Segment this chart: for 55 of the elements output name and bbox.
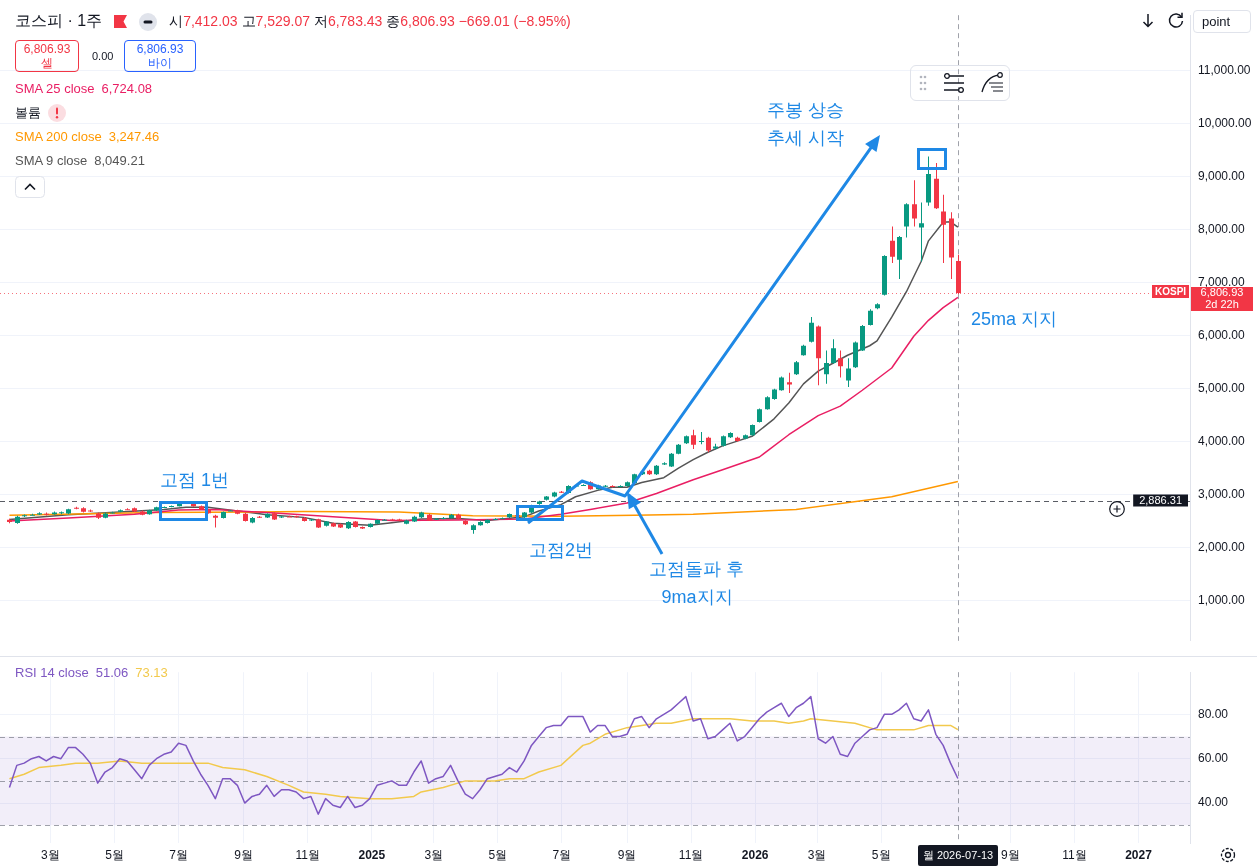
x-tick-label: 5월 xyxy=(105,847,124,862)
x-tick-label: 7월 xyxy=(169,847,188,862)
y-tick-label: 60.00 xyxy=(1198,751,1229,766)
y-tick-label: 9,000.00 xyxy=(1198,169,1246,184)
annotation: 볼륨 xyxy=(15,104,41,122)
y-tick-label: 1,000.00 xyxy=(1198,592,1246,607)
x-tick-label: 2026 xyxy=(741,847,769,862)
y-tick-label: 6,000.00 xyxy=(1198,327,1246,342)
text: SMA 9 close xyxy=(15,153,88,168)
x-tick-label: 3월 xyxy=(807,847,827,862)
x-tick-label: 3월 xyxy=(41,847,60,862)
y-tick-label: 8,000.00 xyxy=(1198,222,1246,237)
x-tick-label: 3월 xyxy=(424,847,444,862)
chart-title: 코스피 · 1주 xyxy=(15,11,103,31)
y-tick-label: 10,000.00 xyxy=(1198,116,1252,131)
x-tick-label: 5월 xyxy=(488,847,508,862)
y-tick-label: 80.00 xyxy=(1198,706,1229,721)
annotation: 6,724.08 xyxy=(101,81,153,96)
x-tick-label: 2025 xyxy=(358,847,386,862)
y-tick-label: 4,000.00 xyxy=(1198,433,1246,448)
annotation: KOSPI xyxy=(1152,285,1190,298)
text: SMA 25 close xyxy=(15,81,95,96)
x-tick-label: 7월 xyxy=(552,847,572,862)
annotation: 0.00 xyxy=(92,50,114,64)
annotation: 고점 1번 xyxy=(160,469,230,492)
text: 2d 22h xyxy=(1191,298,1253,311)
annotation: 6,806.93 바이 xyxy=(124,40,196,72)
annotation: 주봉 상승 추세 시작 xyxy=(767,99,845,150)
chart-subtitle: 시7,412.03 고7,529.07 저6,783.43 종6,806.93 −669.01 (−8.95%) xyxy=(169,12,571,29)
x-tick-label: 2027 xyxy=(1125,847,1153,862)
y-tick-label: 40.00 xyxy=(1198,795,1229,810)
x-tick-label: 9월 xyxy=(1001,847,1020,862)
text: point xyxy=(1193,10,1251,33)
annotation: 고점2번 xyxy=(529,539,594,562)
x-tick-label: 9월 xyxy=(617,847,637,862)
x-tick-label: 11월 xyxy=(678,847,704,862)
annotation: 6,806.93 셀 xyxy=(15,40,79,72)
x-tick-label: 11월 xyxy=(1062,847,1087,862)
y-tick-label: 11,000.00 xyxy=(1198,63,1251,78)
ref-line-label: 2,886.31 xyxy=(1139,494,1182,507)
annotation: 고점돌파 후 9ma지지 xyxy=(648,558,746,609)
text: 월 2026-07-13 xyxy=(918,845,998,866)
annotation: 8,049.21 xyxy=(94,153,145,168)
annotation: 3,247.46 xyxy=(108,129,160,144)
x-tick-label: 9월 xyxy=(234,847,254,862)
y-tick-label: 3,000.00 xyxy=(1198,486,1246,501)
text: SMA 200 close xyxy=(15,129,102,144)
x-tick-label: 5월 xyxy=(871,847,891,862)
y-tick-label: 2,000.00 xyxy=(1198,539,1246,554)
x-tick-label: 11월 xyxy=(295,847,320,862)
annotation: 51.06 xyxy=(95,665,129,680)
annotation: 25ma 지지 xyxy=(971,308,1058,331)
text: RSI 14 close xyxy=(15,665,89,680)
annotation: 73.13 xyxy=(135,665,168,680)
y-tick-label: 5,000.00 xyxy=(1198,380,1246,395)
